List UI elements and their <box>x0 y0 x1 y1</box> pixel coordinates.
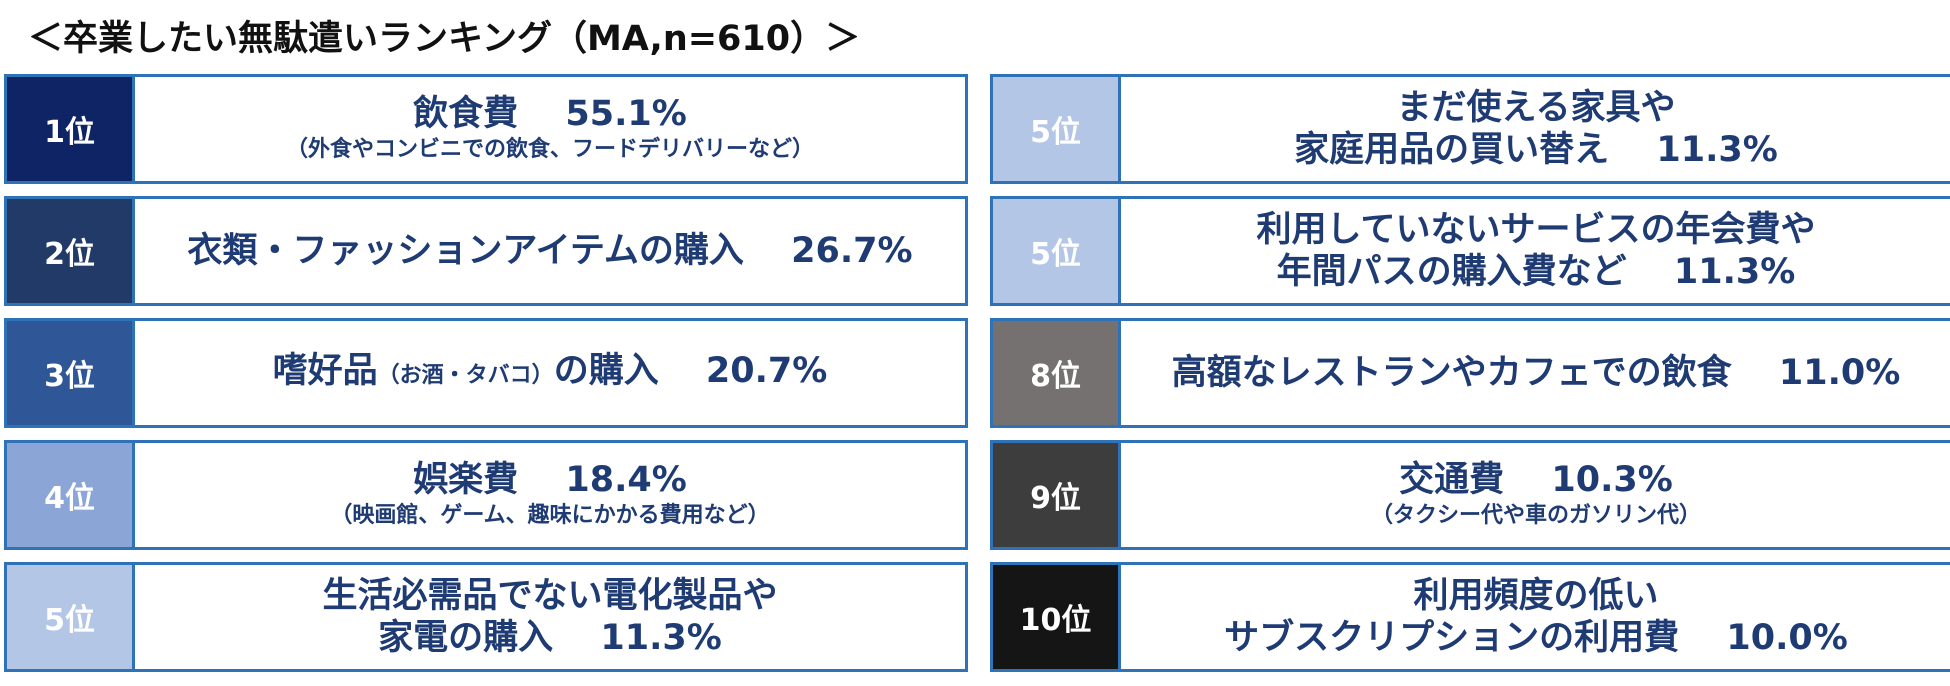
item-line-1: まだ使える家具や <box>1396 88 1676 128</box>
ranking-card-2: 2位 衣類・ファッションアイテムの購入 26.7% <box>4 196 968 306</box>
rank-badge: 1位 <box>7 77 135 181</box>
item-value: 11.3% <box>1673 252 1796 292</box>
item-value: 55.1% <box>565 94 687 134</box>
item-value: 11.3% <box>600 618 722 658</box>
item-name: 娯楽費 <box>413 460 519 500</box>
item-name: 高額なレストランやカフェでの飲食 <box>1171 353 1732 393</box>
item-line-2: 家電の購入 11.3% <box>378 617 722 659</box>
item-line: 娯楽費 18.4% <box>413 459 687 501</box>
item-value: 11.3% <box>1656 130 1778 170</box>
ranking-content: 娯楽費 18.4% （映画館、ゲーム、趣味にかかる費用など） <box>135 443 965 547</box>
item-value: 10.3% <box>1551 460 1673 500</box>
rank-badge: 9位 <box>993 443 1121 547</box>
item-name: 飲食費 <box>413 94 519 134</box>
ranking-content: まだ使える家具や 家庭用品の買い替え 11.3% <box>1121 77 1950 181</box>
chart-title: ＜卒業したい無駄遣いランキング（MA,n=610）＞ <box>28 19 861 59</box>
ranking-content: 嗜好品（お酒・タバコ）の購入 20.7% <box>135 321 965 425</box>
ranking-content: 衣類・ファッションアイテムの購入 26.7% <box>135 199 965 303</box>
ranking-content: 高額なレストランやカフェでの飲食 11.0% <box>1121 321 1950 425</box>
rank-badge: 4位 <box>7 443 135 547</box>
item-name: サブスクリプションの利用費 <box>1224 618 1680 658</box>
item-line: 嗜好品（お酒・タバコ）の購入 20.7% <box>273 350 828 397</box>
ranking-card-9: 9位 交通費 10.3% （タクシー代や車のガソリン代） <box>990 440 1950 550</box>
rank-badge: 10位 <box>993 565 1121 669</box>
item-name: 交通費 <box>1399 460 1505 500</box>
item-note: （映画館、ゲーム、趣味にかかる費用など） <box>330 503 770 528</box>
rank-badge: 3位 <box>7 321 135 425</box>
item-line-1: 利用頻度の低い <box>1413 576 1659 616</box>
item-line: 衣類・ファッションアイテムの購入 26.7% <box>187 230 912 272</box>
item-line: 飲食費 55.1% <box>413 93 687 135</box>
rank-badge: 2位 <box>7 199 135 303</box>
ranking-card-10: 10位 利用頻度の低い サブスクリプションの利用費 10.0% <box>990 562 1950 672</box>
item-value: 26.7% <box>791 231 913 271</box>
ranking-card-4: 4位 娯楽費 18.4% （映画館、ゲーム、趣味にかかる費用など） <box>4 440 968 550</box>
item-line: 交通費 10.3% <box>1399 459 1673 501</box>
rank-badge: 5位 <box>993 199 1121 303</box>
item-name-part2: の購入 <box>553 350 659 391</box>
item-name-part1: 嗜好品 <box>272 350 378 391</box>
item-line-2: サブスクリプションの利用費 10.0% <box>1224 617 1848 659</box>
ranking-content: 交通費 10.3% （タクシー代や車のガソリン代） <box>1121 443 1950 547</box>
item-name: 衣類・ファッションアイテムの購入 <box>187 231 744 271</box>
ranking-content: 利用頻度の低い サブスクリプションの利用費 10.0% <box>1121 565 1950 669</box>
item-line-2: 家庭用品の買い替え 11.3% <box>1294 129 1778 171</box>
ranking-card-5b: 5位 まだ使える家具や 家庭用品の買い替え 11.3% <box>990 74 1950 184</box>
ranking-card-8: 8位 高額なレストランやカフェでの飲食 11.0% <box>990 318 1950 428</box>
item-line-2: 年間パスの購入費など 11.3% <box>1277 251 1796 293</box>
item-name: 家庭用品の買い替え <box>1294 130 1610 170</box>
item-value: 11.0% <box>1778 353 1901 393</box>
ranking-card-3: 3位 嗜好品（お酒・タバコ）の購入 20.7% <box>4 318 968 428</box>
ranking-content: 飲食費 55.1% （外食やコンビニでの飲食、フードデリバリーなど） <box>135 77 965 181</box>
ranking-content: 生活必需品でない電化製品や 家電の購入 11.3% <box>135 565 965 669</box>
item-value: 18.4% <box>565 460 687 500</box>
item-name: 年間パスの購入費など <box>1276 252 1627 292</box>
item-value: 10.0% <box>1726 618 1848 658</box>
item-name-paren: （お酒・タバコ） <box>377 362 554 388</box>
ranking-card-5c: 5位 利用していないサービスの年会費や 年間パスの購入費など 11.3% <box>990 196 1950 306</box>
rank-badge: 8位 <box>993 321 1121 425</box>
ranking-card-5a: 5位 生活必需品でない電化製品や 家電の購入 11.3% <box>4 562 968 672</box>
item-line-1: 生活必需品でない電化製品や <box>322 576 778 616</box>
item-note: （タクシー代や車のガソリン代） <box>1370 503 1701 528</box>
ranking-card-1: 1位 飲食費 55.1% （外食やコンビニでの飲食、フードデリバリーなど） <box>4 74 968 184</box>
item-name: 家電の購入 <box>378 618 554 658</box>
rank-badge: 5位 <box>993 77 1121 181</box>
item-note: （外食やコンビニでの飲食、フードデリバリーなど） <box>285 137 814 162</box>
item-value: 20.7% <box>705 350 828 391</box>
item-line: 高額なレストランやカフェでの飲食 11.0% <box>1172 352 1901 394</box>
item-line-1: 利用していないサービスの年会費や <box>1256 210 1816 250</box>
rank-badge: 5位 <box>7 565 135 669</box>
ranking-content: 利用していないサービスの年会費や 年間パスの購入費など 11.3% <box>1121 199 1950 303</box>
